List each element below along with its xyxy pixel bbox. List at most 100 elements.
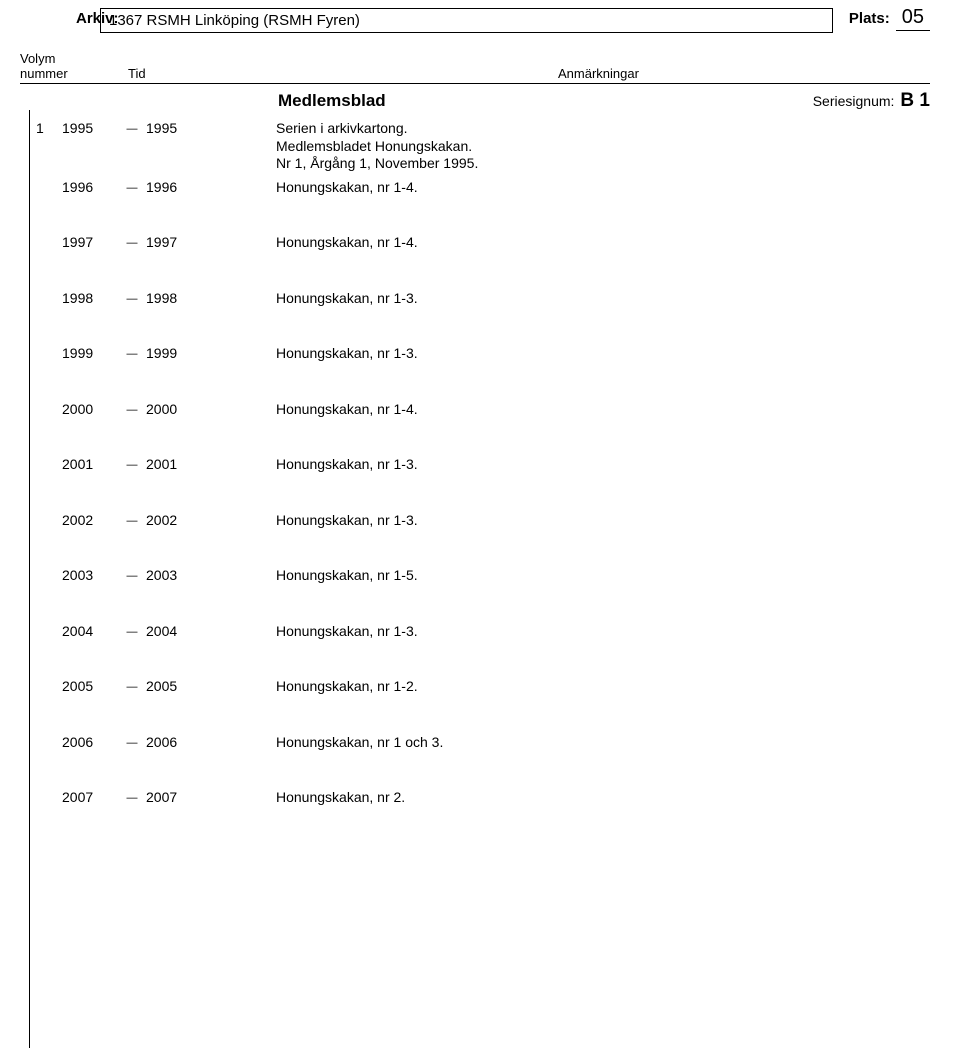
entry-gap (20, 474, 930, 512)
dash-icon: — (118, 789, 146, 804)
entry-year-to: 1999 (146, 345, 202, 361)
dash-icon: — (118, 734, 146, 749)
volume-column-rule (29, 110, 30, 1048)
entry-year-from: 1995 (62, 120, 118, 136)
entry-gap (20, 585, 930, 623)
col-anm-header: Anmärkningar (278, 51, 930, 81)
entry-year-from: 2007 (62, 789, 118, 805)
entry-year-to: 2004 (146, 623, 202, 639)
column-headers: Volym nummer Tid Anmärkningar (20, 51, 930, 81)
dash-icon: — (118, 120, 146, 135)
dash-icon: — (118, 179, 146, 194)
entry-year-from: 2000 (62, 401, 118, 417)
entry-row: 11995—1995Serien i arkivkartong.Medlemsb… (20, 120, 930, 173)
entry-year-to: 1995 (146, 120, 202, 136)
entry-year-from: 1999 (62, 345, 118, 361)
entry-row: 2005—2005 Honungskakan, nr 1-2. (20, 678, 930, 696)
entry-year-from: 2004 (62, 623, 118, 639)
entries-list: 11995—1995Serien i arkivkartong.Medlemsb… (20, 120, 930, 807)
entry-year-to: 1998 (146, 290, 202, 306)
entry-note-line: Honungskakan, nr 1-2. (276, 678, 930, 696)
entry-vol: 1 (20, 120, 50, 136)
entry-note: Honungskakan, nr 1-3. (202, 290, 930, 308)
entry-note: Honungskakan, nr 1-3. (202, 623, 930, 641)
entry-note-line: Serien i arkivkartong. (276, 120, 930, 138)
entry-year-from: 1997 (62, 234, 118, 250)
arkiv-label: Arkiv: (20, 8, 100, 27)
entry-year-from: 2005 (62, 678, 118, 694)
entry-row: 1996—1996Honungskakan, nr 1-4. (20, 179, 930, 197)
entry-year-to: 2000 (146, 401, 202, 417)
entry-note: Honungskakan, nr 1-3. (202, 512, 930, 530)
entry-gap (20, 751, 930, 789)
col-tid-header: Tid (128, 51, 278, 81)
entry-note-line: Honungskakan, nr 1 och 3. (276, 734, 930, 752)
entry-note-line: Honungskakan, nr 1-5. (276, 567, 930, 585)
entry-year-from: 2002 (62, 512, 118, 528)
entry-note: Honungskakan, nr 1 och 3. (202, 734, 930, 752)
entry-note-line: Honungskakan, nr 1-4. (276, 179, 930, 197)
entry-note-line: Medlemsbladet Honungskakan. (276, 138, 930, 156)
entry-row: 2000—2000 Honungskakan, nr 1-4. (20, 401, 930, 419)
entry-note: Honungskakan, nr 1-4. (202, 234, 930, 252)
entry-year-to: 2003 (146, 567, 202, 583)
entry-note-line: Honungskakan, nr 1-3. (276, 623, 930, 641)
entry-note: Serien i arkivkartong.Medlemsbladet Honu… (202, 120, 930, 173)
entry-gap (20, 196, 930, 234)
dash-icon: — (118, 623, 146, 638)
entry-year-to: 2005 (146, 678, 202, 694)
col-volym-l1: Volym (20, 51, 128, 66)
entry-year-from: 1998 (62, 290, 118, 306)
entry-gap (20, 252, 930, 290)
entry-row: 2004—2004 Honungskakan, nr 1-3. (20, 623, 930, 641)
entry-note: Honungskakan, nr 1-3. (202, 345, 930, 363)
entry-row: 2001—2001Honungskakan, nr 1-3. (20, 456, 930, 474)
entry-note-line: Nr 1, Årgång 1, November 1995. (276, 155, 930, 173)
entry-gap (20, 307, 930, 345)
plats-label: Plats: (849, 8, 896, 27)
entry-row: 1998—1998 Honungskakan, nr 1-3. (20, 290, 930, 308)
entry-note: Honungskakan, nr 1-5. (202, 567, 930, 585)
entry-row: 2003—2003 Honungskakan, nr 1-5. (20, 567, 930, 585)
entry-year-to: 2001 (146, 456, 202, 472)
entry-row: 2006—2006Honungskakan, nr 1 och 3. (20, 734, 930, 752)
entry-gap (20, 363, 930, 401)
entry-note: Honungskakan, nr 1-4. (202, 401, 930, 419)
entry-year-from: 2006 (62, 734, 118, 750)
entry-year-from: 2003 (62, 567, 118, 583)
entry-note-line: Honungskakan, nr 1-4. (276, 401, 930, 419)
entry-note-line: Honungskakan, nr 1-3. (276, 290, 930, 308)
dash-icon: — (118, 512, 146, 527)
series-signum-label: Seriesignum: (813, 93, 901, 109)
entry-year-to: 2007 (146, 789, 202, 805)
dash-icon: — (118, 345, 146, 360)
arkiv-value: 1367 RSMH Linköping (RSMH Fyren) (100, 8, 833, 33)
dash-icon: — (118, 290, 146, 305)
col-volym-header: Volym nummer (20, 51, 128, 81)
dash-icon: — (118, 567, 146, 582)
entry-year-to: 1997 (146, 234, 202, 250)
entry-note-line: Honungskakan, nr 2. (276, 789, 930, 807)
entry-row: 1999—1999 Honungskakan, nr 1-3. (20, 345, 930, 363)
entry-year-from: 2001 (62, 456, 118, 472)
entry-note-line: Honungskakan, nr 1-3. (276, 512, 930, 530)
series-row: Medlemsblad Seriesignum: B 1 (20, 90, 930, 112)
entry-row: 2007—2007 Honungskakan, nr 2. (20, 789, 930, 807)
dash-icon: — (118, 401, 146, 416)
entry-note: Honungskakan, nr 1-4. (202, 179, 930, 197)
header-row: Arkiv: 1367 RSMH Linköping (RSMH Fyren) … (20, 8, 930, 33)
entry-row: 2002—2002 Honungskakan, nr 1-3. (20, 512, 930, 530)
entry-note: Honungskakan, nr 1-3. (202, 456, 930, 474)
dash-icon: — (118, 234, 146, 249)
header-rule (20, 83, 930, 84)
entry-year-from: 1996 (62, 179, 118, 195)
entry-note-line: Honungskakan, nr 1-4. (276, 234, 930, 252)
page: Arkiv: 1367 RSMH Linköping (RSMH Fyren) … (0, 0, 960, 1048)
series-title: Medlemsblad (20, 91, 813, 111)
entry-gap (20, 529, 930, 567)
dash-icon: — (118, 456, 146, 471)
dash-icon: — (118, 678, 146, 693)
entry-year-to: 2002 (146, 512, 202, 528)
entry-note-line: Honungskakan, nr 1-3. (276, 345, 930, 363)
entry-note: Honungskakan, nr 2. (202, 789, 930, 807)
